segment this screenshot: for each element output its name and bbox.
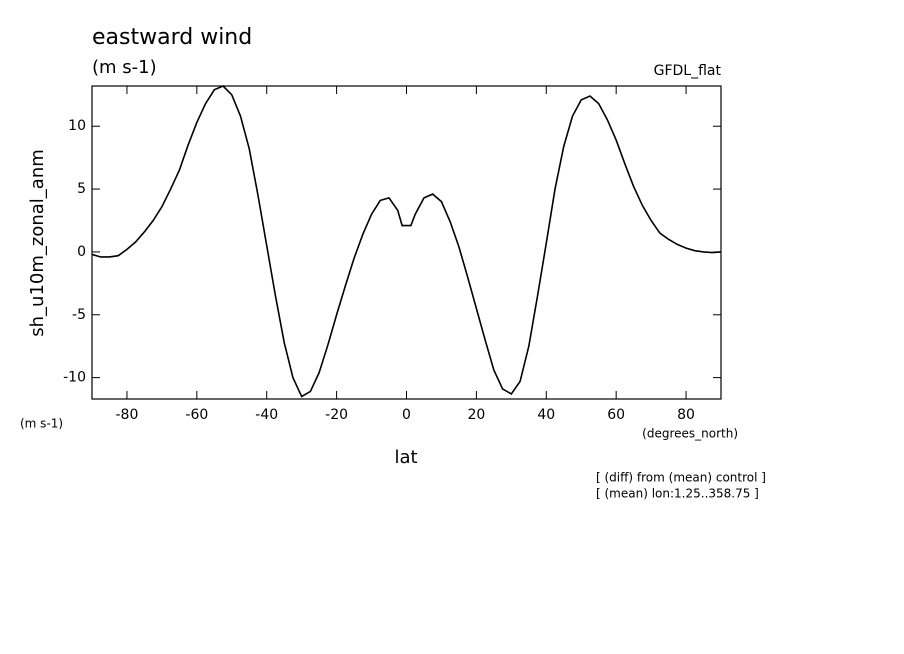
- y-tick-label: 0: [77, 244, 86, 260]
- x-tick-label: 60: [607, 407, 625, 423]
- x-axis-label: lat: [394, 447, 417, 468]
- x-tick-label: -20: [325, 407, 348, 423]
- x-tick-label: 40: [537, 407, 555, 423]
- x-units: (degrees_north): [642, 427, 738, 441]
- y-tick-label: -10: [63, 370, 86, 386]
- x-tick-label: -60: [185, 407, 208, 423]
- y-tick-label: -5: [72, 307, 86, 323]
- x-tick-label: 20: [467, 407, 485, 423]
- x-tick-label: 0: [402, 407, 411, 423]
- chart-subtitle: (m s-1): [92, 57, 157, 78]
- note: [ (mean) lon:1.25..358.75 ]: [596, 487, 759, 501]
- y-axis-label: sh_u10m_zonal_anm: [27, 149, 48, 337]
- source-label: GFDL_flat: [654, 63, 722, 79]
- data-line: [91, 85, 722, 398]
- y-units: (m s-1): [20, 417, 63, 431]
- note: [ (diff) from (mean) control ]: [596, 471, 766, 485]
- y-tick-label: 5: [77, 181, 86, 197]
- y-tick-label: 10: [68, 118, 86, 134]
- x-tick-label: -80: [116, 407, 139, 423]
- chart-title: eastward wind: [92, 25, 252, 50]
- x-tick-label: -40: [255, 407, 278, 423]
- x-tick-label: 80: [677, 407, 695, 423]
- plot-frame: [91, 85, 722, 400]
